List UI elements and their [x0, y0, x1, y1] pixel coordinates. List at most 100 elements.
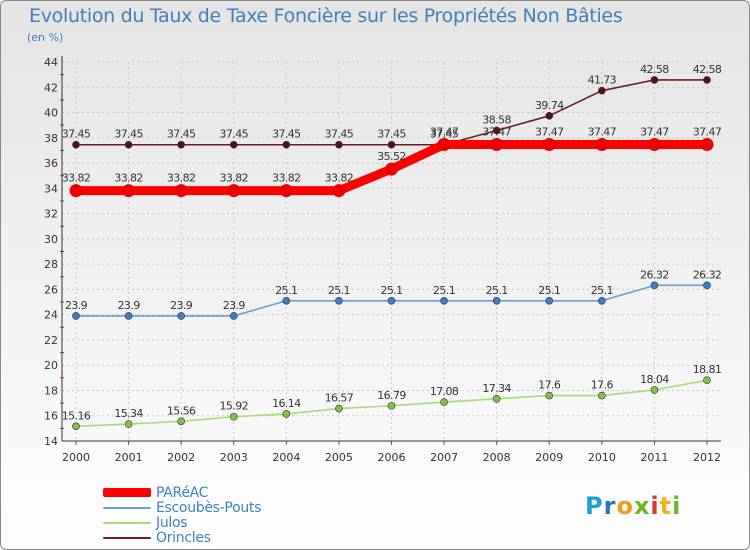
data-label-PARéAC-2004: 33.82 [272, 172, 301, 185]
data-point-Escoubès-Pouts-2000 [72, 312, 80, 320]
data-label-Julos-2005: 16.57 [325, 392, 354, 405]
data-point-Escoubès-Pouts-2003 [229, 312, 238, 320]
legend-label: Escoubès-Pouts [156, 499, 262, 516]
data-label-Escoubès-Pouts-2008: 25.1 [486, 284, 508, 297]
x-tick-label-2010: 2010 [588, 451, 616, 464]
data-label-Julos-2004: 16.14 [272, 397, 301, 410]
axes [60, 56, 721, 445]
data-point-PARéAC-2004 [279, 184, 293, 198]
data-point-PARéAC-2008 [490, 137, 504, 151]
data-point-Escoubès-Pouts-2010 [598, 296, 606, 305]
data-point-Julos-2003 [229, 412, 238, 421]
data-label-Julos-2012: 18.81 [693, 363, 722, 376]
data-label-Orincles-2011: 42.58 [640, 63, 669, 76]
logo-letter: x [633, 492, 651, 520]
logo-letter: i [672, 492, 682, 520]
x-tick-label-2002: 2002 [167, 451, 195, 464]
data-point-Julos-2011 [650, 386, 659, 394]
y-tick-label-22: 22 [44, 334, 58, 347]
legend-swatch [103, 488, 151, 497]
data-label-Julos-2003: 15.92 [220, 400, 249, 413]
y-tick-label-44: 44 [44, 56, 58, 69]
data-label-Julos-2006: 16.79 [377, 389, 406, 402]
data-point-Orincles-2001 [124, 140, 133, 149]
data-label-Escoubès-Pouts-2007: 25.1 [433, 284, 455, 297]
x-tick-label-2007: 2007 [430, 451, 458, 464]
data-point-Escoubès-Pouts-2004 [282, 296, 291, 305]
series-lines [69, 76, 714, 431]
data-label-Julos-2002: 15.56 [167, 404, 196, 417]
legend-item: PARéAC [103, 485, 261, 501]
data-point-Orincles-2005 [335, 140, 343, 149]
x-tick-label-2006: 2006 [378, 451, 406, 464]
data-point-Orincles-2002 [177, 140, 185, 149]
data-point-Escoubès-Pouts-2011 [650, 281, 659, 290]
legend-label: Orincles [156, 529, 211, 546]
legend-label: Julos [156, 514, 188, 531]
data-label-PARéAC-2010: 37.47 [588, 125, 617, 138]
data-label-Orincles-2007: 37.45 [430, 128, 459, 141]
y-tick-label-20: 20 [44, 359, 58, 372]
data-point-PARéAC-2005 [332, 184, 346, 198]
data-point-PARéAC-2010 [595, 137, 609, 151]
data-label-Julos-2010: 17.6 [591, 379, 614, 392]
y-tick-label-16: 16 [44, 410, 58, 423]
data-label-Escoubès-Pouts-2011: 26.32 [640, 268, 669, 281]
data-label-Escoubès-Pouts-2006: 25.1 [380, 284, 402, 297]
data-label-Orincles-2009: 39.74 [535, 99, 564, 112]
logo-letter: t [659, 492, 673, 520]
data-point-Escoubès-Pouts-2009 [545, 296, 554, 305]
logo-letter: o [616, 492, 634, 520]
data-label-Julos-2009: 17.6 [538, 379, 561, 392]
data-label-Orincles-2006: 37.45 [377, 128, 406, 141]
data-point-Julos-2008 [492, 395, 501, 403]
data-point-Orincles-2006 [387, 140, 396, 149]
data-label-Julos-2011: 18.04 [640, 373, 669, 386]
data-point-Julos-2007 [440, 398, 448, 406]
data-label-Orincles-2005: 37.45 [325, 128, 354, 141]
data-label-PARéAC-2008: 37.47 [482, 125, 511, 138]
data-point-PARéAC-2000 [69, 184, 83, 198]
proxiti-logo: Proxiti [585, 492, 681, 520]
legend: PARéAC Escoubès-Pouts Julos Orincles [103, 485, 262, 546]
y-tick-label-32: 32 [44, 208, 58, 221]
data-label-Orincles-2012: 42.58 [693, 63, 722, 76]
data-point-Orincles-2011 [650, 76, 659, 84]
data-point-Julos-2010 [598, 391, 606, 400]
y-tick-label-38: 38 [44, 132, 58, 145]
data-point-Orincles-2010 [598, 86, 606, 95]
data-label-Escoubès-Pouts-2004: 25.1 [275, 284, 297, 297]
x-tick-label-2012: 2012 [693, 451, 721, 464]
logo-letter: i [650, 492, 660, 520]
data-point-Julos-2012 [703, 376, 711, 385]
data-point-PARéAC-2001 [122, 184, 136, 198]
y-tick-label-26: 26 [44, 283, 58, 296]
grid-lines [62, 61, 721, 442]
data-point-Escoubès-Pouts-2008 [492, 296, 501, 305]
data-point-PARéAC-2011 [647, 137, 661, 151]
x-tick-label-2003: 2003 [220, 451, 248, 464]
data-point-Orincles-2012 [703, 76, 711, 84]
y-tick-label-14: 14 [44, 435, 58, 448]
x-tick-label-2004: 2004 [272, 451, 300, 464]
y-tick-label-28: 28 [44, 258, 58, 271]
data-label-PARéAC-2003: 33.82 [220, 172, 249, 185]
legend-swatch [103, 521, 151, 524]
data-label-PARéAC-2006: 35.52 [377, 150, 406, 163]
data-point-Julos-2009 [545, 391, 554, 400]
data-label-PARéAC-2012: 37.47 [693, 125, 722, 138]
data-point-Julos-2006 [387, 401, 396, 410]
x-tick-label-2009: 2009 [535, 451, 563, 464]
data-label-Orincles-2002: 37.45 [167, 128, 196, 141]
data-label-Escoubès-Pouts-2001: 23.9 [118, 299, 141, 312]
data-label-Julos-2001: 15.34 [114, 407, 143, 420]
y-tick-label-18: 18 [44, 384, 58, 397]
data-label-Orincles-2000: 37.45 [62, 128, 91, 141]
x-tick-label-2008: 2008 [483, 451, 511, 464]
data-point-Escoubès-Pouts-2001 [124, 312, 133, 320]
data-point-PARéAC-2007 [437, 137, 451, 151]
y-tick-label-24: 24 [44, 309, 58, 322]
data-label-Orincles-2004: 37.45 [272, 128, 301, 141]
